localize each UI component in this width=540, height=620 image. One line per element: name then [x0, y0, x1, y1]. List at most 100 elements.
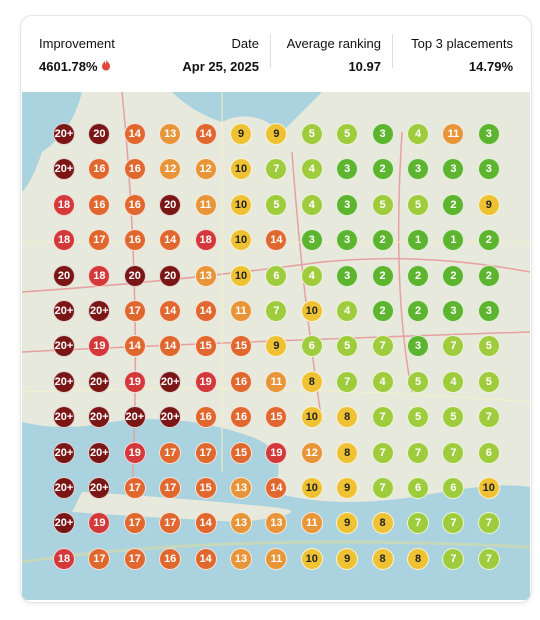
rank-dot[interactable]: 10: [300, 477, 323, 499]
rank-dot[interactable]: 16: [230, 406, 252, 429]
rank-dot[interactable]: 18: [194, 229, 217, 252]
rank-dot[interactable]: 16: [88, 193, 111, 216]
rank-dot[interactable]: 10: [230, 264, 252, 287]
rank-dot[interactable]: 20: [159, 264, 182, 287]
rank-dot[interactable]: 6: [265, 264, 288, 287]
rank-dot[interactable]: 9: [265, 335, 288, 358]
rank-dot[interactable]: 10: [230, 193, 252, 216]
rank-dot[interactable]: 10: [300, 406, 323, 429]
rank-dot[interactable]: 8: [336, 406, 359, 429]
rank-dot[interactable]: 2: [407, 300, 429, 322]
rank-dot[interactable]: 17: [123, 547, 146, 570]
rank-dot[interactable]: 2: [371, 300, 394, 322]
rank-dot[interactable]: 12: [159, 158, 182, 181]
rank-dot[interactable]: 3: [477, 300, 500, 322]
rank-dot[interactable]: 6: [300, 335, 323, 358]
rank-dot[interactable]: 2: [407, 264, 429, 287]
rank-dot[interactable]: 16: [123, 158, 146, 181]
rank-dot[interactable]: 2: [477, 264, 500, 287]
rank-dot[interactable]: 20+: [53, 300, 75, 322]
rank-dot[interactable]: 20+: [159, 370, 182, 393]
rank-dot[interactable]: 5: [371, 193, 394, 216]
rank-dot[interactable]: 11: [442, 123, 465, 145]
rank-dot[interactable]: 17: [123, 512, 146, 535]
rank-dot[interactable]: 3: [477, 158, 500, 181]
rank-dot[interactable]: 19: [123, 370, 146, 393]
rank-dot[interactable]: 13: [265, 512, 288, 535]
rank-dot[interactable]: 16: [123, 193, 146, 216]
rank-dot[interactable]: 12: [194, 158, 217, 181]
rank-dot[interactable]: 5: [407, 406, 429, 429]
rank-dot[interactable]: 5: [477, 370, 500, 393]
rank-dot[interactable]: 20+: [53, 406, 75, 429]
rank-dot[interactable]: 7: [407, 512, 429, 535]
rank-dot[interactable]: 7: [371, 441, 394, 464]
rank-dot[interactable]: 20+: [88, 300, 111, 322]
rank-dot[interactable]: 14: [159, 300, 182, 322]
rank-dot[interactable]: 15: [194, 477, 217, 499]
rank-dot[interactable]: 3: [407, 335, 429, 358]
rank-dot[interactable]: 7: [371, 335, 394, 358]
rank-dot[interactable]: 11: [300, 512, 323, 535]
rank-dot[interactable]: 20+: [88, 441, 111, 464]
rank-dot[interactable]: 2: [442, 193, 465, 216]
rank-dot[interactable]: 7: [477, 547, 500, 570]
rank-dot[interactable]: 8: [371, 512, 394, 535]
rank-dot[interactable]: 3: [371, 123, 394, 145]
rank-dot[interactable]: 17: [159, 477, 182, 499]
rank-dot[interactable]: 3: [442, 300, 465, 322]
rank-dot[interactable]: 19: [88, 512, 111, 535]
rank-dot[interactable]: 7: [371, 406, 394, 429]
rank-dot[interactable]: 14: [194, 123, 217, 145]
rank-dot[interactable]: 8: [300, 370, 323, 393]
rank-dot[interactable]: 8: [371, 547, 394, 570]
rank-dot[interactable]: 9: [336, 512, 359, 535]
rank-dot[interactable]: 9: [336, 477, 359, 499]
rank-dot[interactable]: 4: [300, 264, 323, 287]
rank-dot[interactable]: 18: [88, 264, 111, 287]
rank-dot[interactable]: 4: [300, 158, 323, 181]
rank-dot[interactable]: 3: [336, 264, 359, 287]
rank-dot[interactable]: 14: [194, 512, 217, 535]
rank-dot[interactable]: 3: [336, 229, 359, 252]
rank-dot[interactable]: 7: [442, 512, 465, 535]
rank-dot[interactable]: 4: [336, 300, 359, 322]
rank-dot[interactable]: 11: [194, 193, 217, 216]
rank-dot[interactable]: 10: [300, 547, 323, 570]
rank-dot[interactable]: 17: [123, 300, 146, 322]
rank-dot[interactable]: 10: [477, 477, 500, 499]
rank-dot[interactable]: 2: [477, 229, 500, 252]
rank-dot[interactable]: 16: [123, 229, 146, 252]
rank-dot[interactable]: 15: [265, 406, 288, 429]
rank-dot[interactable]: 20: [123, 264, 146, 287]
rank-dot[interactable]: 9: [477, 193, 500, 216]
rank-dot[interactable]: 2: [442, 264, 465, 287]
rank-dot[interactable]: 17: [159, 441, 182, 464]
rank-dot[interactable]: 8: [336, 441, 359, 464]
rank-dot[interactable]: 5: [407, 370, 429, 393]
rank-dot[interactable]: 19: [265, 441, 288, 464]
rank-dot[interactable]: 4: [442, 370, 465, 393]
rank-dot[interactable]: 3: [300, 229, 323, 252]
rank-dot[interactable]: 4: [407, 123, 429, 145]
rank-dot[interactable]: 3: [336, 158, 359, 181]
rank-dot[interactable]: 13: [159, 123, 182, 145]
rank-dot[interactable]: 9: [336, 547, 359, 570]
rank-dot[interactable]: 7: [371, 477, 394, 499]
rank-dot[interactable]: 20+: [53, 370, 75, 393]
rank-dot[interactable]: 20+: [53, 158, 75, 181]
rank-dot[interactable]: 3: [442, 158, 465, 181]
rank-dot[interactable]: 10: [230, 229, 252, 252]
rank-dot[interactable]: 11: [230, 300, 252, 322]
rank-dot[interactable]: 7: [477, 512, 500, 535]
rank-dot[interactable]: 1: [407, 229, 429, 252]
rank-dot[interactable]: 12: [300, 441, 323, 464]
rank-dot[interactable]: 7: [265, 300, 288, 322]
rank-dot[interactable]: 14: [123, 335, 146, 358]
rank-dot[interactable]: 7: [265, 158, 288, 181]
rank-dot[interactable]: 2: [371, 264, 394, 287]
rank-dot[interactable]: 9: [265, 123, 288, 145]
rank-dot[interactable]: 5: [407, 193, 429, 216]
rank-dot[interactable]: 14: [194, 300, 217, 322]
rank-dot[interactable]: 20: [53, 264, 75, 287]
